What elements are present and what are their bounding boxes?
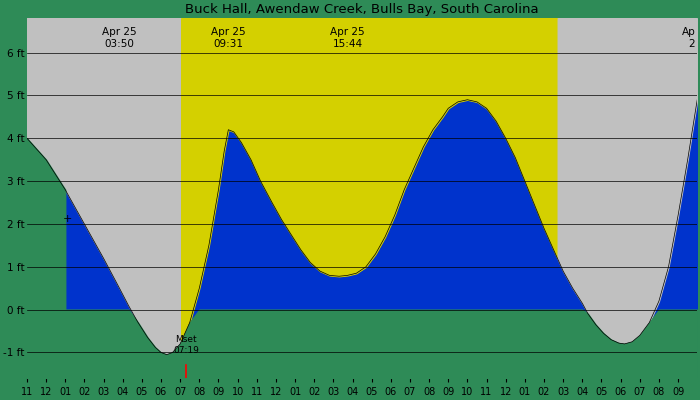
- Text: +: +: [62, 214, 71, 224]
- Bar: [557, 18, 697, 378]
- Text: Ap
2: Ap 2: [682, 27, 695, 49]
- Bar: [181, 18, 557, 378]
- Bar: [27, 18, 181, 378]
- Text: Mset
07:19: Mset 07:19: [174, 335, 199, 355]
- Text: Apr 25
15:44: Apr 25 15:44: [330, 27, 365, 49]
- Text: Apr 25
09:31: Apr 25 09:31: [211, 27, 246, 49]
- Title: Buck Hall, Awendaw Creek, Bulls Bay, South Carolina: Buck Hall, Awendaw Creek, Bulls Bay, Sou…: [186, 3, 539, 16]
- Text: Apr 25
03:50: Apr 25 03:50: [102, 27, 136, 49]
